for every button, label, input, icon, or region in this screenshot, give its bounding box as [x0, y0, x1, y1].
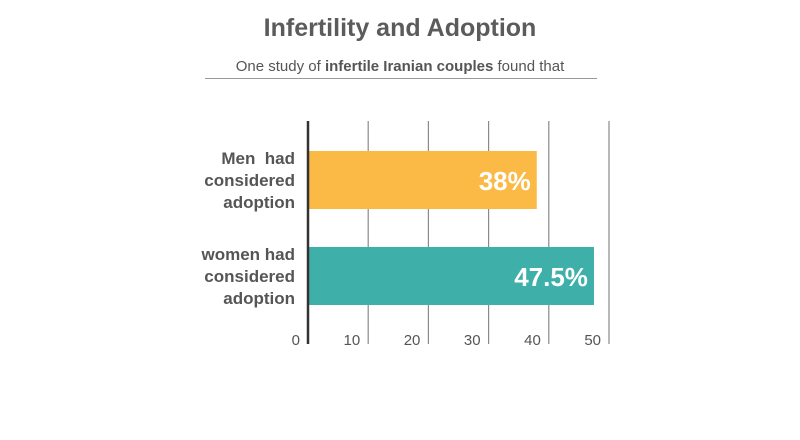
category-label-1-line-2: adoption [223, 289, 295, 308]
subtitle-underline [205, 78, 597, 79]
bar-0 [308, 151, 537, 209]
subtitle-emphasis: infertile Iranian couples [324, 58, 494, 75]
x-tick-label-20: 20 [404, 332, 421, 349]
bar-value-label-0: 38% [479, 166, 531, 196]
category-label-0-line-1: considered [204, 171, 295, 190]
x-tick-label-10: 10 [344, 332, 361, 349]
x-tick-label-0: 0 [292, 332, 300, 349]
x-tick-label-30: 30 [464, 332, 481, 349]
bar-value-label-1: 47.5% [514, 262, 588, 292]
subtitle-prefix: One study of [235, 58, 325, 75]
chart-title: Infertility and Adoption [263, 14, 537, 42]
chart-subtitle: One study of infertile Iranian couples f… [0, 58, 800, 75]
subtitle-suffix: found that [493, 58, 565, 75]
x-tick-label-40: 40 [524, 332, 541, 349]
bar-1 [308, 247, 594, 305]
category-label-1-line-0: women had [200, 245, 295, 264]
bars: 38% 47.5% [308, 151, 594, 305]
x-tick-label-50: 50 [584, 332, 601, 349]
category-labels: Men had considered adoption women had consid… [200, 149, 295, 308]
category-label-0-line-0: Men had [221, 149, 295, 168]
category-label-1-line-1: considered [204, 267, 295, 286]
x-tick-labels: 0 10 20 30 40 50 [292, 332, 601, 349]
category-label-0-line-2: adoption [223, 193, 295, 212]
